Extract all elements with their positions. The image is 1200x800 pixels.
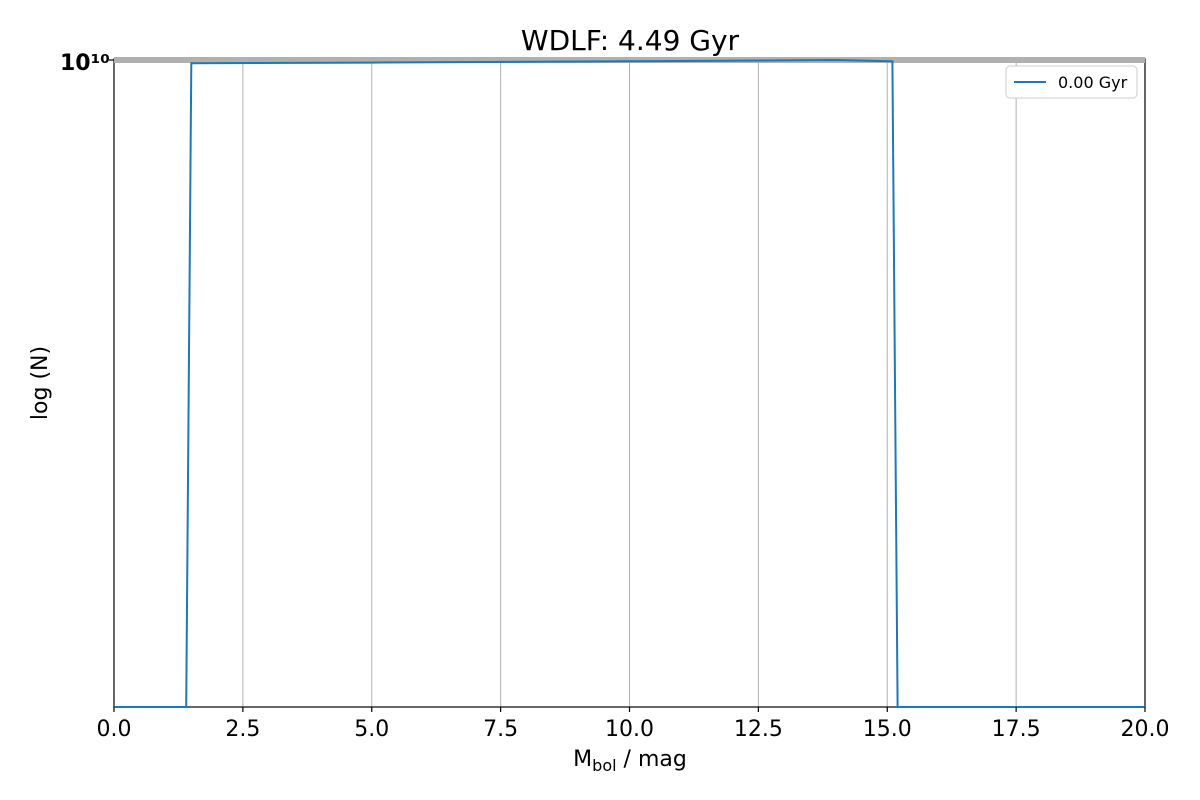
x-tick-label: 15.0 xyxy=(863,717,912,742)
x-tick-label: 12.5 xyxy=(734,717,783,742)
x-tick-label: 2.5 xyxy=(225,717,260,742)
x-tick-label: 17.5 xyxy=(992,717,1041,742)
x-tick-label: 20.0 xyxy=(1121,717,1170,742)
chart-title: WDLF: 4.49 Gyr xyxy=(521,24,740,57)
x-axis-label: Mbol / mag xyxy=(573,747,687,775)
legend-label-0: 0.00 Gyr xyxy=(1058,73,1128,92)
series-group xyxy=(114,58,1145,708)
series-line-0 xyxy=(114,58,1145,708)
x-axis-label-main: M xyxy=(573,747,592,772)
x-axis-label-suffix: / mag xyxy=(617,747,687,772)
top-band xyxy=(114,57,1145,63)
y-tick-label-overlap: 10¹⁰ xyxy=(60,51,110,76)
grid-lines xyxy=(242,59,1017,707)
x-axis-label-sub: bol xyxy=(592,756,616,775)
x-tick-label: 10.0 xyxy=(605,717,654,742)
x-tick-label: 7.5 xyxy=(483,717,518,742)
x-ticks: 0.0 2.5 5.0 7.5 10.0 12.5 15.0 17.5 20.0 xyxy=(97,707,1170,742)
legend-box xyxy=(1005,65,1138,99)
legend: 0.00 Gyr xyxy=(1005,65,1138,99)
x-tick-label: 0.0 xyxy=(97,717,132,742)
x-tick-label: 5.0 xyxy=(354,717,389,742)
y-axis-label: log (N) xyxy=(28,346,53,420)
